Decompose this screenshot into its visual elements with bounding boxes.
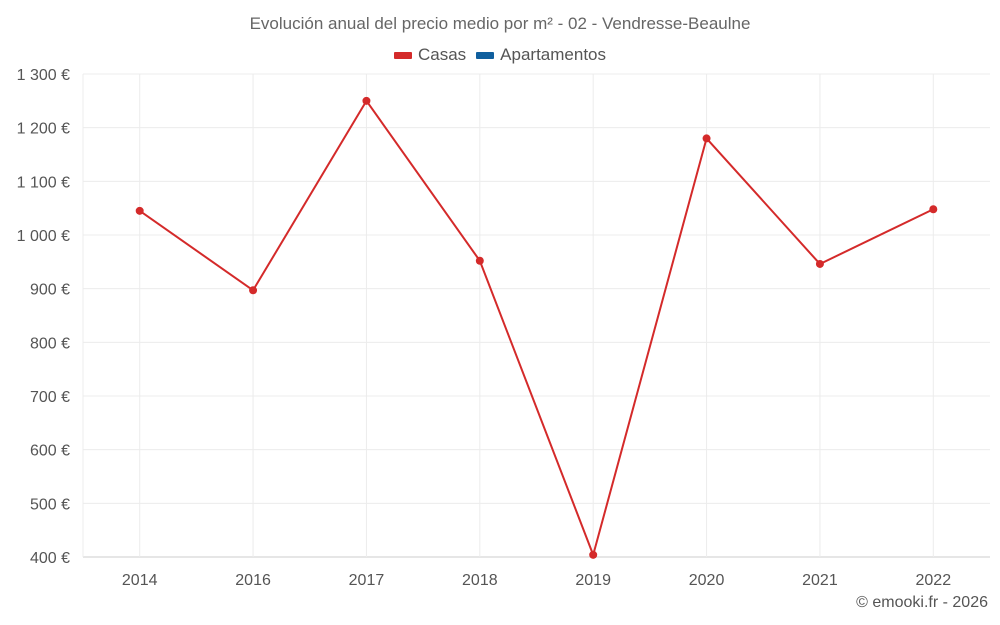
y-tick-label: 600 € <box>30 443 70 460</box>
y-tick-label: 1 100 € <box>17 174 70 191</box>
data-point <box>702 134 711 143</box>
legend-item-apartamentos[interactable]: Apartamentos <box>476 45 606 65</box>
chart-legend: Casas Apartamentos <box>0 45 1000 65</box>
chart-title: Evolución anual del precio medio por m² … <box>249 14 751 33</box>
data-point <box>475 256 484 265</box>
data-point <box>249 286 258 295</box>
data-point <box>929 205 938 214</box>
legend-swatch-apartamentos <box>476 51 495 59</box>
legend-swatch-casas <box>393 51 412 59</box>
y-tick-label: 1 000 € <box>17 228 70 245</box>
x-tick-label: 2017 <box>349 572 385 589</box>
y-tick-label: 900 € <box>30 282 70 299</box>
data-point <box>135 206 144 215</box>
legend-label-casas: Casas <box>417 45 467 64</box>
y-tick-label: 500 € <box>30 496 70 513</box>
y-tick-label: 700 € <box>30 389 70 406</box>
x-tick-label: 2021 <box>802 572 838 589</box>
x-tick-label: 2016 <box>235 572 271 589</box>
data-point <box>362 96 371 105</box>
series-line-casas <box>139 99 934 556</box>
x-tick-label: 2018 <box>462 572 498 589</box>
x-tick-label: 2019 <box>575 572 611 589</box>
y-tick-label: 1 300 € <box>17 67 70 84</box>
legend-item-casas[interactable]: Casas <box>393 45 467 65</box>
x-tick-label: 2022 <box>916 572 952 589</box>
x-tick-label: 2014 <box>122 572 158 589</box>
data-point <box>815 259 824 268</box>
y-tick-label: 400 € <box>30 550 70 567</box>
data-point <box>589 550 598 559</box>
y-tick-label: 800 € <box>30 335 70 352</box>
y-tick-label: 1 200 € <box>17 121 70 138</box>
legend-label-apartamentos: Apartamentos <box>500 45 607 64</box>
credit-text: © emooki.fr - 2026 <box>856 594 988 611</box>
x-tick-label: 2020 <box>689 572 725 589</box>
